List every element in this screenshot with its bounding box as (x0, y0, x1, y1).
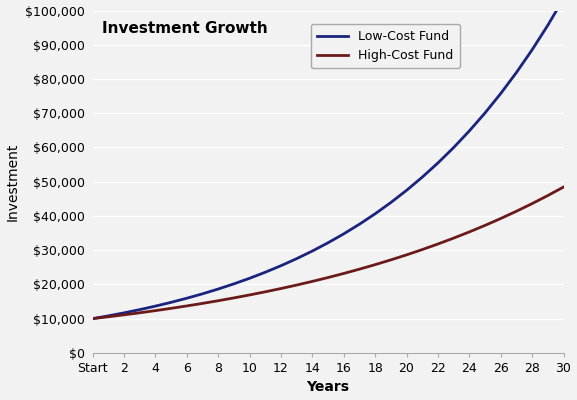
High-Cost Fund (372, 262, 379, 267)
High-Cost Fund (482, 223, 489, 228)
High-Cost Fund (152, 308, 159, 313)
High-Cost Fund (529, 201, 535, 206)
Low-Cost Fund (183, 296, 190, 301)
Low-Cost Fund (482, 110, 489, 115)
Low-Cost Fund (497, 91, 504, 96)
Low-Cost Fund (560, 0, 567, 1)
Low-Cost Fund (246, 276, 253, 281)
Low-Cost Fund (136, 307, 143, 312)
Low-Cost Fund (372, 211, 379, 216)
High-Cost Fund (246, 292, 253, 297)
Low-Cost Fund (356, 222, 363, 226)
High-Cost Fund (121, 312, 128, 317)
Legend: Low-Cost Fund, High-Cost Fund: Low-Cost Fund, High-Cost Fund (311, 24, 460, 68)
Line: High-Cost Fund: High-Cost Fund (93, 187, 564, 319)
High-Cost Fund (356, 267, 363, 272)
Low-Cost Fund (215, 287, 222, 292)
Low-Cost Fund (168, 300, 175, 305)
High-Cost Fund (293, 283, 300, 288)
High-Cost Fund (89, 316, 96, 321)
High-Cost Fund (387, 258, 394, 262)
Low-Cost Fund (278, 263, 284, 268)
High-Cost Fund (325, 275, 332, 280)
Low-Cost Fund (262, 270, 269, 275)
Low-Cost Fund (450, 145, 457, 150)
High-Cost Fund (434, 242, 441, 246)
Low-Cost Fund (419, 175, 426, 180)
X-axis label: Years: Years (306, 380, 350, 394)
Line: Low-Cost Fund: Low-Cost Fund (93, 0, 564, 319)
High-Cost Fund (199, 301, 206, 306)
Low-Cost Fund (544, 23, 551, 28)
High-Cost Fund (403, 252, 410, 257)
High-Cost Fund (340, 271, 347, 276)
High-Cost Fund (262, 290, 269, 294)
Low-Cost Fund (121, 310, 128, 315)
Low-Cost Fund (230, 282, 237, 286)
High-Cost Fund (136, 310, 143, 315)
Low-Cost Fund (403, 188, 410, 193)
High-Cost Fund (497, 216, 504, 221)
High-Cost Fund (450, 236, 457, 240)
Low-Cost Fund (152, 304, 159, 308)
High-Cost Fund (105, 314, 112, 319)
Low-Cost Fund (513, 70, 520, 75)
Low-Cost Fund (466, 128, 473, 133)
Low-Cost Fund (529, 47, 535, 52)
High-Cost Fund (309, 279, 316, 284)
Low-Cost Fund (387, 200, 394, 205)
Y-axis label: Investment: Investment (6, 142, 20, 221)
High-Cost Fund (278, 286, 284, 291)
Low-Cost Fund (293, 256, 300, 261)
High-Cost Fund (419, 247, 426, 252)
High-Cost Fund (168, 306, 175, 311)
High-Cost Fund (183, 304, 190, 308)
High-Cost Fund (544, 193, 551, 198)
High-Cost Fund (215, 298, 222, 303)
Low-Cost Fund (340, 232, 347, 236)
Low-Cost Fund (434, 160, 441, 165)
Low-Cost Fund (325, 240, 332, 245)
Text: Investment Growth: Investment Growth (102, 21, 268, 36)
High-Cost Fund (230, 296, 237, 300)
High-Cost Fund (513, 209, 520, 214)
Low-Cost Fund (309, 249, 316, 254)
Low-Cost Fund (199, 292, 206, 296)
Low-Cost Fund (105, 314, 112, 318)
Low-Cost Fund (89, 316, 96, 321)
High-Cost Fund (466, 230, 473, 234)
High-Cost Fund (560, 185, 567, 190)
